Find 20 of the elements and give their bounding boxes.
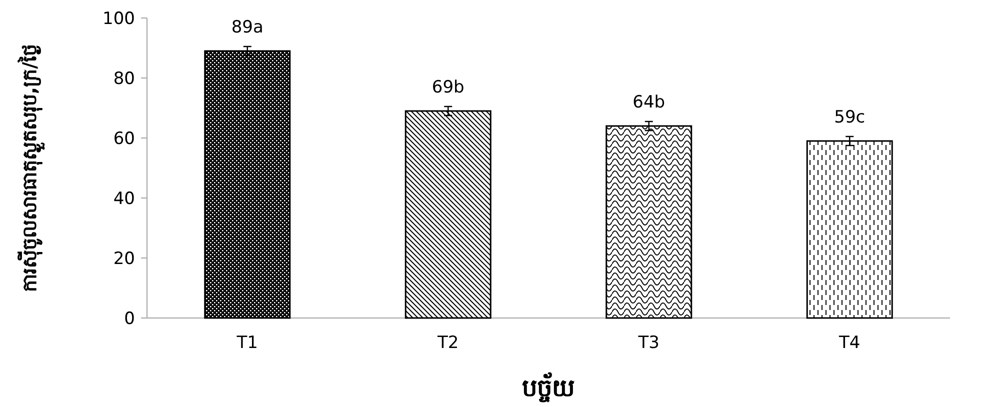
x-tick-label: T4 [838, 333, 860, 353]
y-tick-label: 0 [124, 309, 135, 329]
y-tick-label: 100 [102, 9, 135, 29]
x-tick-label: T1 [236, 333, 258, 353]
y-tick-label: 60 [113, 129, 135, 149]
data-label: 59c [834, 108, 866, 128]
x-axis-title: បច្ច័យ [522, 372, 575, 403]
bar [806, 140, 893, 319]
x-tick-label: T3 [637, 333, 660, 353]
y-axis-title: ការស៊ីចូលសារធាតុស្ងួតសរុប,ក្រ/ថ្ងៃ [17, 44, 45, 292]
data-label: 89a [231, 18, 264, 38]
y-tick-label: 80 [113, 69, 135, 89]
bar [606, 125, 692, 319]
y-tick-label: 20 [113, 249, 135, 269]
y-tick-label: 40 [113, 189, 135, 209]
bar [204, 50, 291, 319]
x-tick-label: T2 [436, 333, 459, 353]
data-label: 64b [632, 92, 666, 112]
bar [404, 110, 492, 319]
data-label: 69b [432, 78, 464, 98]
